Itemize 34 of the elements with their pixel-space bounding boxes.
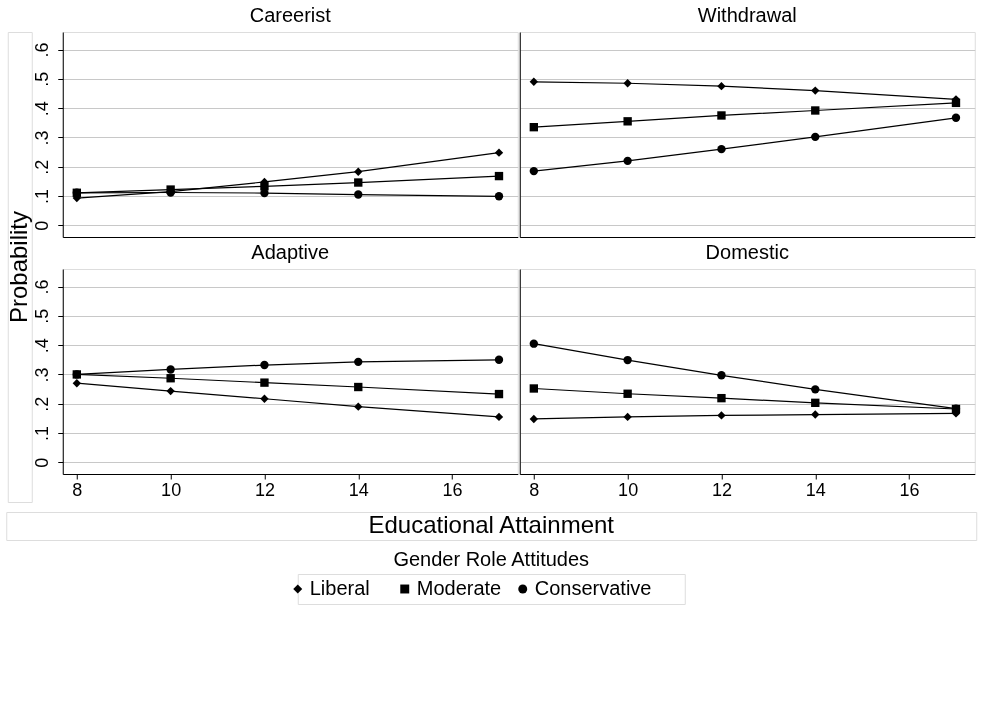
legend-label: Moderate xyxy=(416,577,502,599)
y-tick-label: .2 xyxy=(32,396,53,412)
chart-title: Domestic xyxy=(705,241,789,263)
x-tick-label: 12 xyxy=(254,479,275,500)
y-tick-label: .3 xyxy=(32,367,53,383)
y-tick-label: .5 xyxy=(32,71,53,87)
y-tick-label: .4 xyxy=(32,101,53,117)
y-axis-title: Probability xyxy=(4,210,32,324)
y-tick-label: .1 xyxy=(32,425,53,442)
x-tick-label: 14 xyxy=(348,479,369,500)
y-tick-label: .6 xyxy=(32,42,53,58)
x-tick-label: 14 xyxy=(805,479,826,500)
y-tick-label: .1 xyxy=(32,188,53,205)
x-tick-label: 8 xyxy=(72,479,83,500)
y-tick-label: .4 xyxy=(32,338,53,354)
legend-title: Gender Role Attitudes xyxy=(393,548,590,570)
x-tick-label: 16 xyxy=(442,479,463,500)
y-tick-label: 0 xyxy=(32,220,53,231)
x-tick-label: 12 xyxy=(711,479,732,500)
y-tick-label: .5 xyxy=(32,308,53,324)
legend-label: Liberal xyxy=(309,577,370,599)
y-tick-label: .2 xyxy=(32,159,53,175)
chart-title: Careerist xyxy=(249,4,332,26)
chart-title: Withdrawal xyxy=(697,4,797,26)
chart-title: Adaptive xyxy=(251,241,330,263)
y-tick-label: 0 xyxy=(32,457,53,468)
x-axis-title: Educational Attainment xyxy=(368,511,615,538)
x-tick-label: 10 xyxy=(161,479,182,500)
x-tick-label: 8 xyxy=(529,479,540,500)
x-tick-label: 16 xyxy=(899,479,920,500)
x-tick-label: 10 xyxy=(618,479,639,500)
y-tick-label: .3 xyxy=(32,130,53,146)
y-tick-label: .6 xyxy=(32,279,53,295)
legend-label: Conservative xyxy=(534,577,652,599)
